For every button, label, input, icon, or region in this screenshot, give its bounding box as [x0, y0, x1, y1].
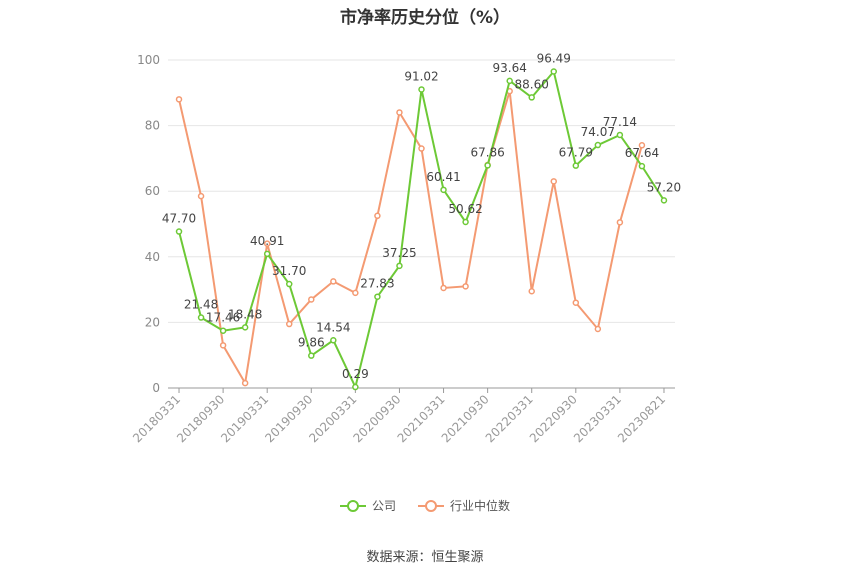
data-point	[352, 383, 359, 391]
data-point	[330, 337, 337, 344]
data-point	[418, 145, 425, 152]
legend-swatch-company	[339, 499, 366, 513]
data-point	[638, 142, 646, 149]
chart-title: 市净率历史分位（%）	[339, 8, 511, 28]
legend-swatch-industry-median	[418, 499, 444, 513]
data-point	[263, 240, 271, 247]
data-point	[396, 109, 403, 116]
data-point	[660, 197, 668, 204]
data-label: 74.07	[581, 125, 615, 139]
data-label: 37.25	[382, 246, 416, 260]
legend-item-industry-median[interactable]: 行业中位数	[418, 497, 510, 514]
source-note: 数据来源：恒生聚源	[366, 550, 484, 565]
data-point	[263, 250, 271, 258]
data-point	[638, 162, 646, 170]
data-point	[197, 192, 205, 200]
data-label: 67.64	[625, 146, 659, 160]
data-point	[241, 324, 249, 331]
data-point	[352, 289, 359, 297]
data-point	[175, 96, 183, 103]
legend-item-company[interactable]: 公司	[339, 497, 396, 514]
legend: 公司 行业中位数	[0, 497, 850, 514]
data-label: 93.64	[492, 61, 526, 75]
data-label: 9.86	[298, 336, 325, 350]
data-point	[528, 94, 535, 101]
data-point	[484, 162, 491, 169]
y-tick-label: 0	[152, 381, 160, 395]
data-label: 17.46	[206, 311, 240, 325]
y-tick-label: 60	[145, 184, 160, 198]
x-tick-label: 20230821	[615, 392, 668, 445]
data-label: 27.83	[360, 277, 394, 291]
data-point	[440, 284, 447, 292]
data-point	[285, 280, 293, 288]
data-point	[572, 162, 580, 169]
data-label: 91.02	[404, 69, 438, 83]
data-point	[572, 299, 580, 306]
legend-label-company: 公司	[371, 499, 396, 513]
data-point	[241, 379, 249, 387]
data-point	[594, 141, 602, 149]
data-label: 21.48	[184, 298, 218, 312]
data-point	[550, 178, 558, 185]
data-point	[616, 219, 624, 226]
data-point	[374, 293, 381, 300]
data-label: 77.14	[603, 115, 637, 129]
data-point	[308, 352, 315, 359]
data-point	[330, 278, 337, 285]
data-label: 47.70	[162, 212, 196, 226]
data-point	[396, 262, 403, 270]
data-label: 18.48	[228, 307, 262, 321]
data-label: 0.29	[342, 367, 369, 381]
data-label: 14.54	[316, 320, 350, 334]
data-point	[528, 287, 535, 295]
data-label: 67.79	[559, 146, 593, 160]
data-point	[462, 283, 469, 290]
data-label: 60.41	[426, 170, 460, 184]
y-tick-label: 100	[137, 53, 160, 67]
data-point	[462, 218, 469, 226]
data-label: 67.86	[470, 145, 504, 159]
data-label: 31.70	[272, 264, 306, 278]
legend-label-industry-median: 行业中位数	[450, 499, 511, 513]
data-label: 40.91	[250, 234, 284, 248]
data-point	[440, 186, 447, 194]
data-point	[175, 228, 183, 235]
data-point	[197, 314, 205, 321]
data-point	[616, 131, 624, 139]
data-label: 57.20	[647, 180, 681, 194]
data-point	[594, 325, 602, 333]
data-label: 50.62	[448, 202, 482, 216]
series-line-industry-median	[178, 90, 643, 387]
data-point	[374, 212, 381, 220]
data-point	[418, 86, 425, 93]
y-tick-label: 40	[145, 250, 160, 264]
data-point	[285, 320, 293, 328]
data-label: 96.49	[537, 52, 571, 66]
data-point	[550, 68, 558, 75]
data-point	[219, 342, 227, 349]
y-tick-label: 80	[145, 119, 160, 133]
y-tick-label: 20	[145, 315, 160, 329]
data-point	[506, 77, 513, 85]
data-point	[308, 296, 315, 303]
data-label: 88.60	[515, 77, 549, 91]
data-point	[219, 327, 227, 334]
